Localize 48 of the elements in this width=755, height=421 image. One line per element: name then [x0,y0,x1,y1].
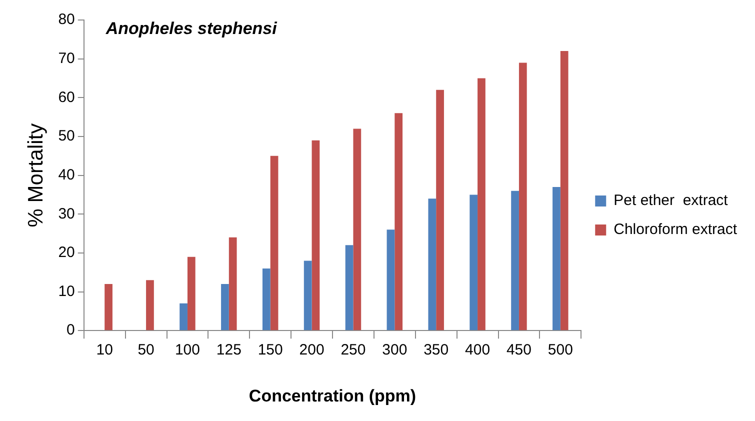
y-tick-label: 20 [58,244,75,262]
x-tick-label: 125 [216,342,242,359]
y-tick-label: 80 [58,11,75,28]
bar [518,62,527,330]
x-tick-label: 350 [424,342,449,359]
y-tick-label: 40 [58,166,75,184]
x-tick-label: 100 [174,342,200,359]
x-tick-label: 50 [138,342,154,359]
bar [386,230,395,330]
y-axis-title: % Mortality [24,122,48,228]
bar [228,237,237,330]
y-tick-label: 50 [58,128,75,145]
x-tick-label: 200 [299,342,324,359]
chart-title: Anopheles stephensi [104,19,278,38]
legend-label: Pet ether extract [614,192,729,210]
bar [428,198,436,330]
y-tick-label: 60 [58,88,75,106]
x-tick-label: 400 [465,342,490,359]
x-tick-label: 300 [382,342,408,359]
bar [436,90,444,330]
bar [345,245,354,330]
bar [312,140,320,330]
bar [146,280,154,330]
bar [560,51,568,330]
y-tick-label: 30 [58,205,75,222]
legend-label: Chloroform extract [614,221,738,238]
bar [104,284,112,330]
bar [394,113,403,330]
y-tick-label: 0 [66,322,75,339]
y-tick-label: 10 [58,282,75,300]
x-tick-label: 250 [340,342,366,359]
bar [262,268,270,330]
bar [511,190,519,330]
x-axis-title: Concentration (ppm) [248,386,416,406]
bar [187,256,196,330]
bar [470,194,478,330]
x-tick-label: 150 [258,342,283,359]
x-tick-label: 10 [96,342,113,359]
bar [478,78,486,330]
bar [353,128,362,330]
bar [552,186,560,330]
x-tick-label: 500 [548,342,573,359]
bar [221,284,229,330]
bar [270,156,278,330]
bar [304,260,312,330]
y-tick-label: 70 [58,50,75,67]
x-tick-label: 450 [506,342,532,359]
bar [180,303,188,330]
